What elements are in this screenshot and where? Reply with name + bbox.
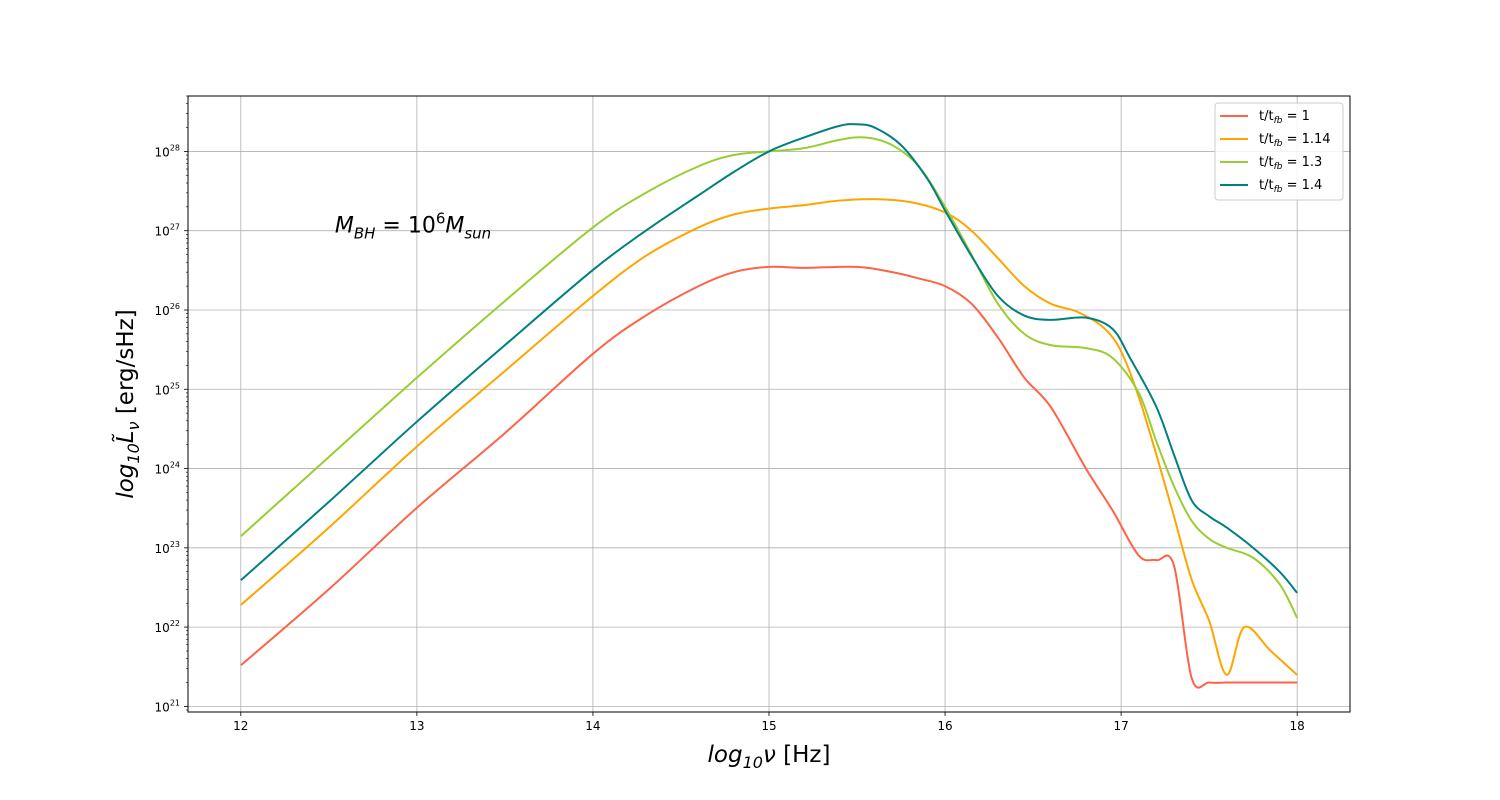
y-tick-label: 1024 <box>155 461 180 477</box>
legend-entry: t/tfb = 1.14 <box>1220 132 1331 149</box>
legend-label: t/tfb = 1.14 <box>1259 132 1331 149</box>
x-tick-label: 13 <box>409 719 424 733</box>
legend-label: t/tfb = 1 <box>1259 109 1310 126</box>
x-axis-label: log10ν [Hz] <box>708 742 831 772</box>
y-tick-label: 1021 <box>155 698 180 714</box>
series-line <box>240 198 1298 676</box>
x-tick-label: 17 <box>1113 719 1128 733</box>
y-tick-label: 1025 <box>155 381 180 397</box>
series-line <box>240 136 1299 619</box>
x-tick-label: 12 <box>233 719 248 733</box>
legend-entry: t/tfb = 1 <box>1220 109 1310 126</box>
series-lines <box>240 123 1299 689</box>
legend-entry: t/tfb = 1.4 <box>1220 178 1322 195</box>
y-tick-label: 1028 <box>155 143 180 159</box>
x-tick-label: 14 <box>585 719 600 733</box>
x-tick-label: 16 <box>937 719 952 733</box>
legend-label: t/tfb = 1.3 <box>1259 155 1322 172</box>
y-axis-label: log10L̃ν [erg/sHz] <box>112 309 143 498</box>
x-tick-label: 18 <box>1290 719 1305 733</box>
y-tick-label: 1022 <box>155 619 180 635</box>
legend-label: t/tfb = 1.4 <box>1259 178 1322 195</box>
x-axis-ticks: 12 13 14 15 16 17 18 <box>233 712 1305 733</box>
mass-annotation: MBH = 106Msun <box>335 210 491 243</box>
x-tick-label: 15 <box>761 719 776 733</box>
series-line <box>240 265 1298 689</box>
legend-box <box>1214 102 1344 201</box>
y-tick-label: 1027 <box>155 223 180 239</box>
y-axis-ticks: 1021 1022 1023 1024 1025 1026 1027 1028 <box>155 95 188 714</box>
legend-entry: t/tfb = 1.3 <box>1220 155 1322 172</box>
y-tick-label: 1023 <box>155 540 180 556</box>
legend: t/tfb = 1 t/tfb = 1.14 t/tfb = 1.3 t/tfb… <box>1214 102 1344 201</box>
series-line <box>240 123 1298 594</box>
y-tick-label: 1026 <box>155 302 180 318</box>
